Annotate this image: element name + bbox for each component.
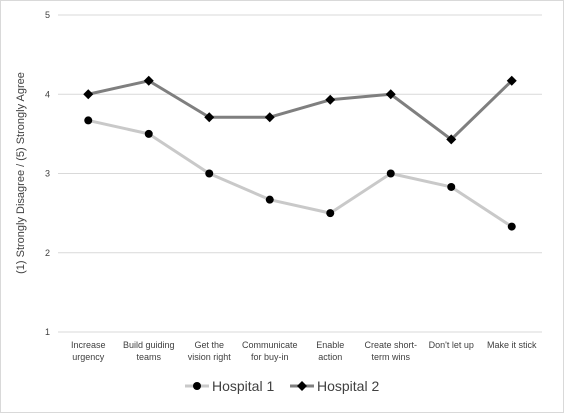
marker — [84, 116, 93, 125]
y-axis-label: (1) Strongly Disagree / (5) Strongly Agr… — [15, 72, 27, 274]
x-tick-label: Enable action — [316, 340, 344, 362]
legend-label: Hospital 1 — [212, 378, 274, 394]
marker — [83, 89, 94, 100]
x-tick-label: Create short-term wins — [364, 340, 417, 362]
marker — [265, 195, 274, 204]
x-tick-label: Don't let up — [429, 340, 474, 350]
x-tick-label: Make it stick — [487, 340, 537, 350]
x-tick-label: Communicate for buy-in — [242, 340, 298, 362]
marker — [446, 134, 457, 145]
y-tick-label: 1 — [45, 327, 50, 337]
marker — [144, 129, 153, 138]
y-tick-label: 5 — [45, 10, 50, 20]
x-tick-label: Get the vision right — [188, 340, 232, 362]
x-tick-label: Increase urgency — [71, 340, 106, 362]
marker — [143, 75, 154, 86]
marker — [447, 182, 456, 191]
marker — [506, 75, 517, 86]
marker — [385, 89, 396, 100]
y-tick-label: 4 — [45, 89, 50, 99]
marker — [326, 209, 335, 218]
y-tick-label: 3 — [45, 169, 50, 179]
x-tick-label: Build guiding teams — [123, 340, 175, 362]
marker — [386, 169, 395, 178]
marker — [507, 222, 516, 231]
marker — [325, 94, 336, 105]
y-tick-label: 2 — [45, 248, 50, 258]
legend-label: Hospital 2 — [317, 378, 379, 394]
marker — [264, 112, 275, 123]
marker — [204, 112, 215, 123]
marker — [205, 169, 214, 178]
series-line — [87, 118, 513, 228]
legend-marker — [297, 381, 307, 391]
series-line — [87, 79, 513, 141]
legend-marker — [193, 382, 201, 390]
